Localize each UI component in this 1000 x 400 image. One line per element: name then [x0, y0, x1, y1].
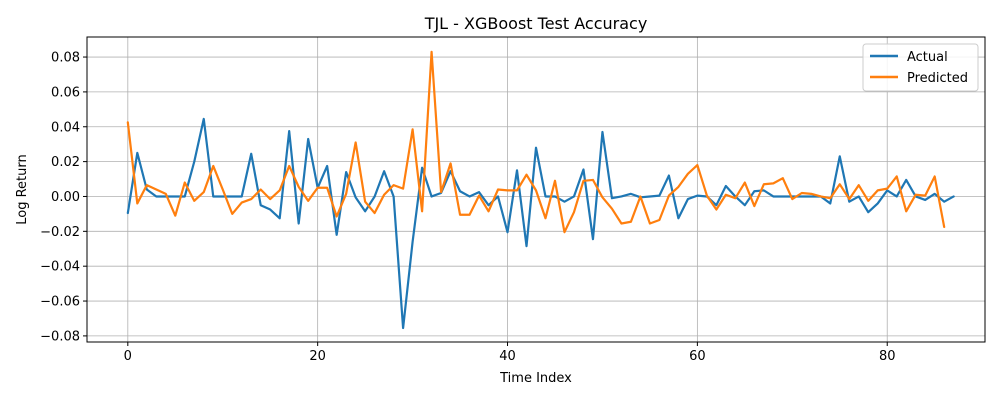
y-axis-label: Log Return: [15, 154, 30, 225]
grid: [87, 37, 985, 342]
legend-predicted-label: Predicted: [907, 71, 968, 86]
y-tick-label: 0.00: [51, 190, 80, 205]
x-axis-label: Time Index: [499, 371, 572, 386]
series-line-actual: [126, 117, 955, 330]
legend: Actual Predicted: [862, 43, 979, 92]
y-tick-label: 0.08: [51, 51, 80, 66]
x-tick-label: 40: [499, 349, 516, 364]
series-lines: [126, 50, 955, 330]
y-tick-label: 0.04: [51, 120, 80, 135]
x-tick-label: 80: [879, 349, 896, 364]
x-tick-label: 20: [309, 349, 326, 364]
plot-frame: [86, 36, 986, 343]
y-tick-label: 0.02: [51, 155, 80, 170]
x-tick-label: 0: [124, 349, 132, 364]
axis-ticks: 0 20 40 60 80 −0.08 −0.06 −0.04 −0.02 0.00 0.02 0.0…: [40, 51, 895, 364]
legend-actual-label: Actual: [907, 50, 948, 65]
y-tick-label: −0.06: [40, 295, 80, 310]
x-tick-label: 60: [689, 349, 706, 364]
y-tick-label: −0.08: [40, 329, 80, 344]
series-line-predicted: [126, 50, 946, 234]
y-tick-label: −0.02: [40, 225, 80, 240]
y-tick-label: −0.04: [40, 260, 80, 275]
chart-title: TJL - XGBoost Test Accuracy: [424, 14, 648, 33]
y-tick-label: 0.06: [51, 85, 80, 100]
